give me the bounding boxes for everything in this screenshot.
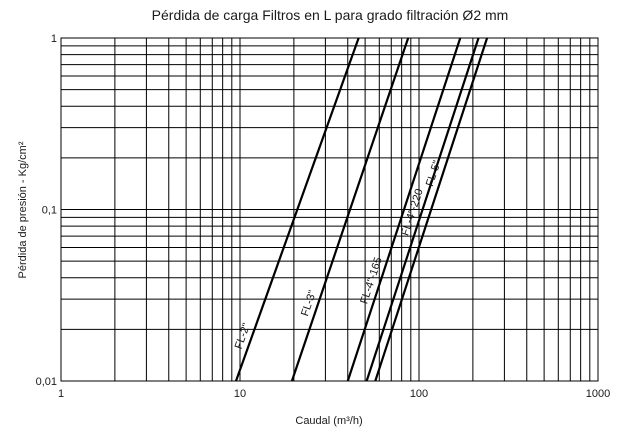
series-label: FL-3" xyxy=(299,289,319,318)
series-line xyxy=(374,37,489,382)
y-axis-label: Pérdida de presión - Kg/cm² xyxy=(17,141,29,278)
y-tick-labels: 0,01 0,1 1 xyxy=(36,33,57,388)
series-lines xyxy=(234,37,489,382)
x-tick-label: 100 xyxy=(410,388,428,400)
y-tick-label: 1 xyxy=(51,33,57,45)
x-axis-label: Caudal (m³/h) xyxy=(295,415,362,427)
grid xyxy=(60,38,598,382)
y-tick-label: 0,01 xyxy=(36,376,57,388)
plot-frame xyxy=(60,37,599,382)
x-tick-label: 1000 xyxy=(586,388,610,400)
series-line xyxy=(290,37,410,382)
series-line xyxy=(234,37,360,382)
x-tick-label: 10 xyxy=(234,388,246,400)
series-label: FL-2" xyxy=(233,322,253,351)
x-tick-label: 1 xyxy=(58,388,64,400)
y-tick-label: 0,1 xyxy=(42,205,57,217)
series-line xyxy=(346,37,462,382)
chart-title: Pérdida de carga Filtros en L para grado… xyxy=(152,7,509,23)
x-tick-labels: 1 10 100 1000 xyxy=(58,388,610,400)
series-line xyxy=(365,37,480,382)
